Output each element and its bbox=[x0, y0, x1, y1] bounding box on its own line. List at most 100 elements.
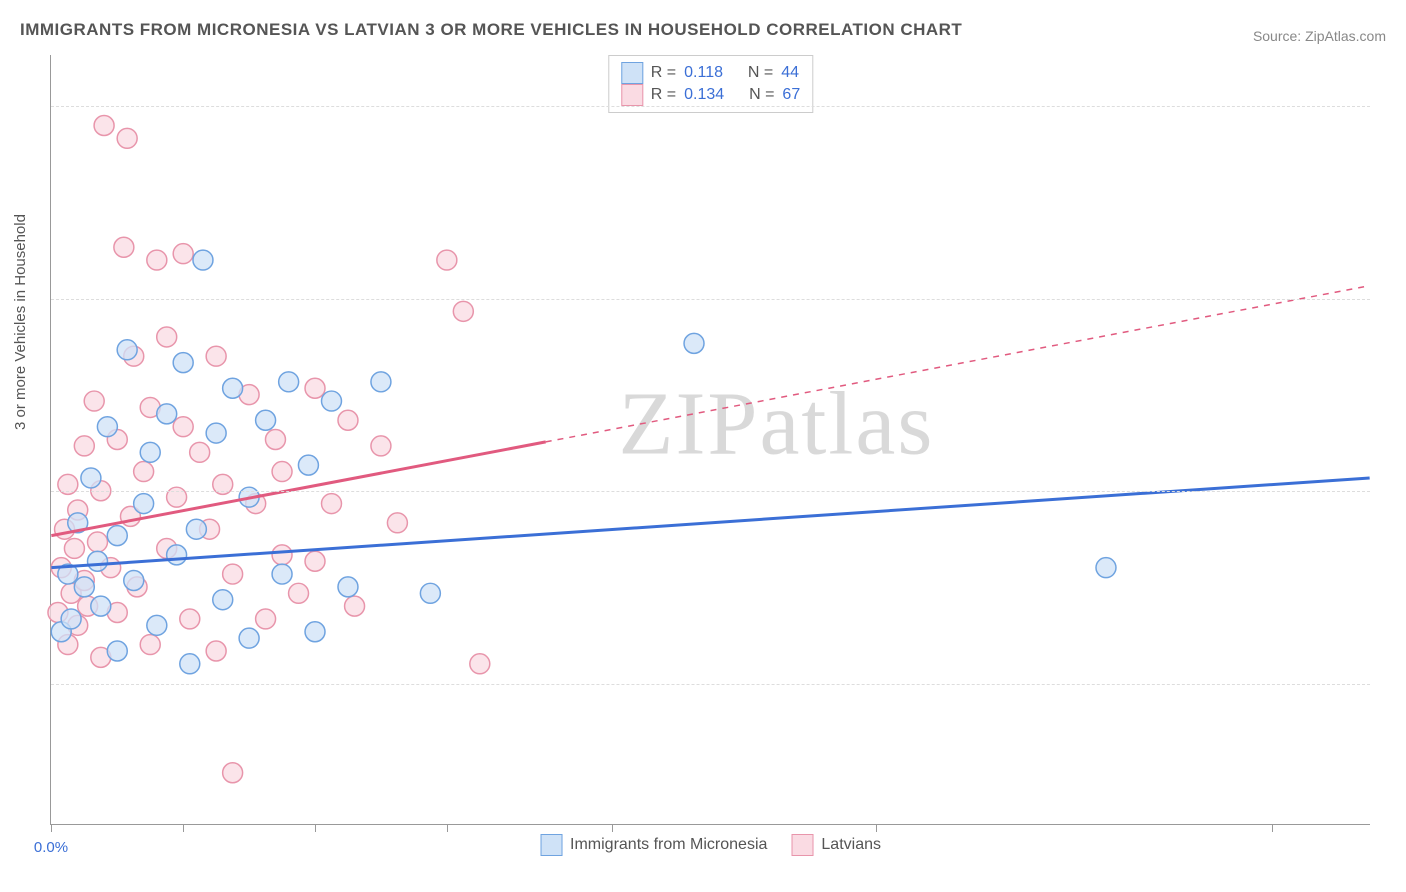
data-point bbox=[167, 487, 187, 507]
data-point bbox=[61, 609, 81, 629]
chart-container: IMMIGRANTS FROM MICRONESIA VS LATVIAN 3 … bbox=[0, 0, 1406, 892]
legend-swatch bbox=[540, 834, 562, 856]
data-point bbox=[265, 430, 285, 450]
gridline bbox=[51, 684, 1370, 685]
data-point bbox=[420, 583, 440, 603]
legend-n-label: N = bbox=[749, 86, 774, 104]
data-point bbox=[470, 654, 490, 674]
trend-line bbox=[51, 442, 545, 536]
data-point bbox=[124, 570, 144, 590]
legend-item: Immigrants from Micronesia bbox=[540, 834, 767, 856]
data-point bbox=[140, 635, 160, 655]
x-tick bbox=[315, 824, 316, 832]
data-point bbox=[272, 462, 292, 482]
legend-swatch bbox=[621, 84, 643, 106]
plot-area: ZIPatlas R = 0.118 N = 44 R = 0.134 N = … bbox=[50, 55, 1370, 825]
data-point bbox=[322, 391, 342, 411]
data-point bbox=[88, 551, 108, 571]
data-point bbox=[239, 628, 259, 648]
legend-n-value: 67 bbox=[782, 86, 800, 104]
data-point bbox=[167, 545, 187, 565]
data-point bbox=[114, 237, 134, 257]
data-point bbox=[256, 410, 276, 430]
legend-item: Latvians bbox=[791, 834, 881, 856]
data-point bbox=[84, 391, 104, 411]
data-point bbox=[289, 583, 309, 603]
x-tick bbox=[447, 824, 448, 832]
data-point bbox=[206, 346, 226, 366]
data-point bbox=[157, 327, 177, 347]
data-point bbox=[206, 641, 226, 661]
data-point bbox=[88, 532, 108, 552]
correlation-legend: R = 0.118 N = 44 R = 0.134 N = 67 bbox=[608, 55, 813, 113]
data-point bbox=[107, 641, 127, 661]
data-point bbox=[180, 609, 200, 629]
x-tick bbox=[183, 824, 184, 832]
data-point bbox=[190, 442, 210, 462]
chart-title: IMMIGRANTS FROM MICRONESIA VS LATVIAN 3 … bbox=[20, 20, 962, 40]
data-point bbox=[256, 609, 276, 629]
source-attribution: Source: ZipAtlas.com bbox=[1253, 28, 1386, 44]
data-point bbox=[140, 442, 160, 462]
x-tick-label: 0.0% bbox=[34, 839, 68, 856]
legend-r-label: R = bbox=[651, 86, 676, 104]
legend-r-label: R = bbox=[651, 64, 676, 82]
data-point bbox=[684, 333, 704, 353]
legend-swatch bbox=[621, 62, 643, 84]
y-axis-label: 3 or more Vehicles in Household bbox=[12, 214, 29, 430]
data-point bbox=[305, 378, 325, 398]
data-point bbox=[453, 301, 473, 321]
legend-n-value: 44 bbox=[781, 64, 799, 82]
gridline bbox=[51, 106, 1370, 107]
x-tick bbox=[876, 824, 877, 832]
legend-row: R = 0.134 N = 67 bbox=[621, 84, 800, 106]
trend-line-dashed bbox=[546, 286, 1370, 442]
data-point bbox=[305, 622, 325, 642]
data-point bbox=[97, 417, 117, 437]
legend-r-value: 0.118 bbox=[684, 64, 723, 82]
x-tick bbox=[51, 824, 52, 832]
data-point bbox=[94, 116, 114, 136]
data-point bbox=[305, 551, 325, 571]
gridline bbox=[51, 299, 1370, 300]
data-point bbox=[81, 468, 101, 488]
data-point bbox=[223, 763, 243, 783]
data-point bbox=[74, 577, 94, 597]
data-point bbox=[1096, 558, 1116, 578]
data-point bbox=[147, 615, 167, 635]
data-point bbox=[223, 378, 243, 398]
data-point bbox=[279, 372, 299, 392]
data-point bbox=[186, 519, 206, 539]
data-point bbox=[180, 654, 200, 674]
data-point bbox=[117, 340, 137, 360]
data-point bbox=[322, 494, 342, 514]
x-tick bbox=[1272, 824, 1273, 832]
data-point bbox=[107, 526, 127, 546]
legend-label: Latvians bbox=[821, 836, 881, 854]
data-point bbox=[371, 372, 391, 392]
data-point bbox=[223, 564, 243, 584]
series-legend: Immigrants from Micronesia Latvians bbox=[540, 834, 881, 856]
data-point bbox=[213, 590, 233, 610]
data-point bbox=[74, 436, 94, 456]
data-point bbox=[173, 244, 193, 264]
data-point bbox=[345, 596, 365, 616]
data-point bbox=[147, 250, 167, 270]
data-point bbox=[91, 596, 111, 616]
data-point bbox=[157, 404, 177, 424]
data-point bbox=[338, 410, 358, 430]
data-point bbox=[272, 564, 292, 584]
data-point bbox=[134, 462, 154, 482]
legend-row: R = 0.118 N = 44 bbox=[621, 62, 800, 84]
data-point bbox=[173, 353, 193, 373]
legend-r-value: 0.134 bbox=[684, 86, 724, 104]
data-point bbox=[173, 417, 193, 437]
legend-label: Immigrants from Micronesia bbox=[570, 836, 767, 854]
scatter-svg bbox=[51, 55, 1370, 824]
data-point bbox=[193, 250, 213, 270]
data-point bbox=[134, 494, 154, 514]
data-point bbox=[298, 455, 318, 475]
data-point bbox=[117, 128, 137, 148]
data-point bbox=[371, 436, 391, 456]
data-point bbox=[387, 513, 407, 533]
